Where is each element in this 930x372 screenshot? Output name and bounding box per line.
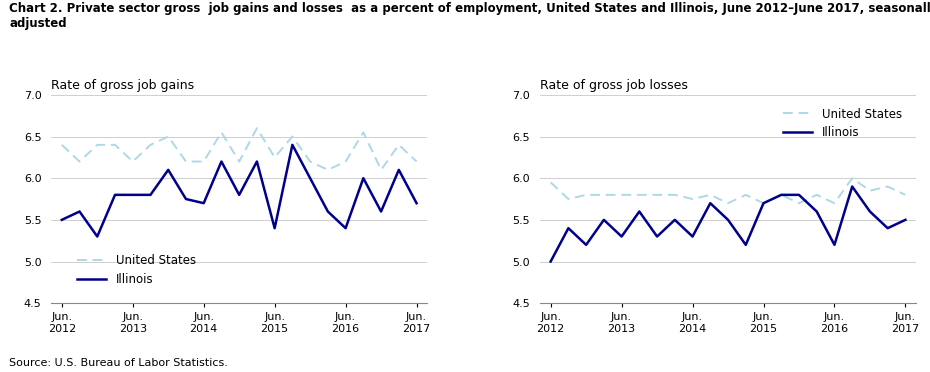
Legend: United States, Illinois: United States, Illinois xyxy=(73,250,201,291)
Legend: United States, Illinois: United States, Illinois xyxy=(777,103,907,144)
Text: adjusted: adjusted xyxy=(9,17,67,30)
Text: Source: U.S. Bureau of Labor Statistics.: Source: U.S. Bureau of Labor Statistics. xyxy=(9,358,228,368)
Text: Chart 2. Private sector gross  job gains and losses  as a percent of employment,: Chart 2. Private sector gross job gains … xyxy=(9,2,930,15)
Text: Rate of gross job losses: Rate of gross job losses xyxy=(540,79,688,92)
Text: Rate of gross job gains: Rate of gross job gains xyxy=(51,79,194,92)
